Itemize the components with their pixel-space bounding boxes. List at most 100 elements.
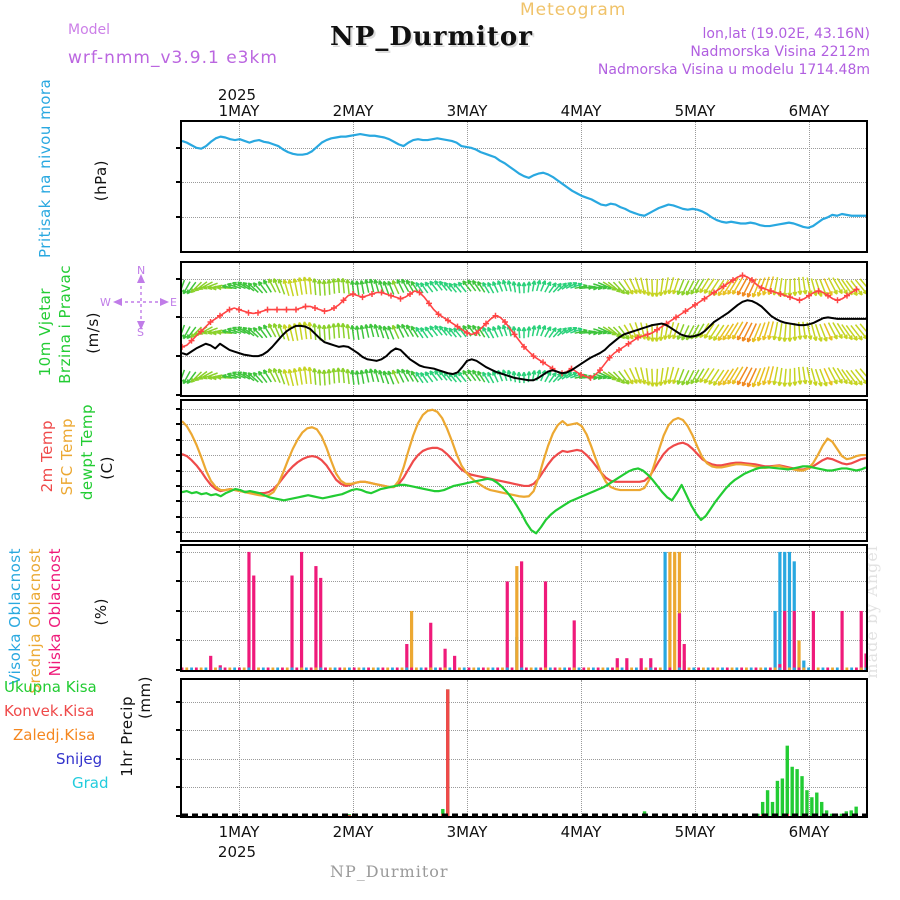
- tickmark-wind-1: [176, 355, 181, 358]
- cloud-bars-visoka-oblacnost: [515, 551, 806, 670]
- axis-bottom-day-4may: 4MAY: [560, 823, 602, 841]
- axis-year-bottom: 2025: [217, 843, 257, 861]
- tickmark-temp-1: [176, 423, 181, 426]
- vgrid-pressure-2: [467, 122, 468, 251]
- vgrid-precip-0: [239, 680, 240, 816]
- precip-label-snow: Snijeg: [56, 750, 103, 768]
- axis-top-day-2may: 2MAY: [332, 102, 374, 120]
- wind-barb-row-1: [182, 321, 866, 343]
- vgrid-cloud-2: [467, 546, 468, 670]
- hgrid-wind-2: [182, 317, 866, 319]
- mslp-line: [182, 132, 866, 229]
- cloud-bars-niska-oblacnost: [209, 551, 866, 670]
- vgrid-cloud-1: [353, 546, 354, 670]
- vgrid-wind-5: [809, 263, 810, 395]
- panel-wind: [180, 261, 868, 397]
- precip-label-convective: Konvek.Kisa: [4, 702, 95, 720]
- tickmark-precip-1: [176, 729, 181, 732]
- lonlat-label: lon,lat (19.02E, 43.16N): [702, 26, 871, 42]
- temp-unit-label: (C): [98, 456, 116, 480]
- tickmark-pressure-1: [176, 181, 181, 184]
- vgrid-cloud-3: [581, 546, 582, 670]
- temp-line-dewpt-temp: [182, 465, 866, 535]
- vgrid-cloud-0: [239, 546, 240, 670]
- precip-label-freezing: Zaledj.Kisa: [13, 726, 96, 744]
- page-title: NP_Durmitor: [330, 22, 533, 52]
- panel-pressure: [180, 120, 868, 253]
- temp-line-2m-temp: [182, 441, 866, 495]
- tickmark-pressure-2: [176, 215, 181, 218]
- temp-label-2m: 2m Temp: [38, 420, 56, 493]
- compass-s-label: S: [137, 326, 144, 339]
- axis-bottom-day-3may: 3MAY: [446, 823, 488, 841]
- wind-gust-line: [182, 272, 860, 381]
- axis-top-day-1may: 1MAY: [218, 102, 260, 120]
- pressure-unit-label: (hPa): [92, 160, 110, 202]
- hgrid-precip-0: [182, 701, 866, 703]
- wind-compass: N S E W: [100, 264, 180, 339]
- cloud-label-low: Niska Oblacnost: [46, 548, 64, 677]
- panel-precip: [180, 678, 868, 818]
- cloud-label-high: Visoka Oblacnost: [6, 548, 24, 685]
- hgrid-temp-1: [182, 424, 866, 426]
- vgrid-precip-2: [467, 680, 468, 816]
- tickmark-temp-2: [176, 438, 181, 441]
- vgrid-pressure-3: [581, 122, 582, 251]
- hgrid-temp-8: [182, 532, 866, 534]
- hgrid-wind-1: [182, 356, 866, 358]
- temp-line-sfc-temp: [182, 408, 866, 498]
- vgrid-cloud-4: [695, 546, 696, 670]
- precip-bars-konvek-kisa: [347, 689, 789, 816]
- precip-plot: [182, 689, 866, 816]
- temp-label-dewpt: dewpt Temp: [78, 404, 96, 501]
- hgrid-temp-0: [182, 408, 866, 410]
- hgrid-cloud-4: [182, 670, 866, 671]
- axis-bottom-day-2may: 2MAY: [332, 823, 374, 841]
- vgrid-precip-1: [353, 680, 354, 816]
- vgrid-temp-3: [581, 401, 582, 540]
- model-elevation-label: Nadmorska Visina u modelu 1714.48m: [597, 62, 870, 78]
- vgrid-temp-5: [809, 401, 810, 540]
- precip-unit-label-1: 1hr Precip: [118, 696, 136, 777]
- precip-label-hail: Grad: [72, 774, 109, 792]
- model-name: wrf-nmm_v3.9.1 e3km: [68, 48, 278, 68]
- cloud-baseline-ticks: [182, 667, 866, 670]
- tickmark-cloud-3: [176, 639, 181, 642]
- tickmark-wind-2: [176, 316, 181, 319]
- panel-cloud: [180, 544, 868, 672]
- tickmark-cloud-4: [176, 669, 181, 671]
- tickmark-precip-3: [176, 786, 181, 789]
- axis-top-day-4may: 4MAY: [560, 102, 602, 120]
- vgrid-pressure-0: [239, 122, 240, 251]
- hgrid-precip-3: [182, 787, 866, 789]
- hgrid-temp-4: [182, 470, 866, 472]
- vgrid-wind-4: [695, 263, 696, 395]
- tickmark-cloud-1: [176, 580, 181, 583]
- hgrid-temp-2: [182, 439, 866, 441]
- vgrid-pressure-1: [353, 122, 354, 251]
- hgrid-pressure-0: [182, 147, 866, 149]
- tickmark-temp-5: [176, 484, 181, 487]
- axis-bottom-day-5may: 5MAY: [674, 823, 716, 841]
- hgrid-temp-6: [182, 501, 866, 503]
- precip-label-total: Ukupna Kisa: [4, 678, 97, 696]
- vgrid-temp-2: [467, 401, 468, 540]
- tickmark-wind-3: [176, 277, 181, 280]
- cloud-plot: [182, 551, 866, 670]
- hgrid-precip-2: [182, 758, 866, 760]
- wind-side-label-1: 10m Vjetar: [36, 288, 54, 377]
- tickmark-wind-0: [176, 394, 181, 396]
- axis-bottom-day-6may: 6MAY: [788, 823, 830, 841]
- hgrid-wind-0: [182, 395, 866, 396]
- tickmark-temp-7: [176, 515, 181, 518]
- tickmark-precip-2: [176, 757, 181, 760]
- tickmark-temp-8: [176, 531, 181, 534]
- axis-bottom-day-1may: 1MAY: [218, 823, 260, 841]
- compass-e-label: E: [170, 296, 177, 309]
- vgrid-wind-2: [467, 263, 468, 395]
- vgrid-precip-4: [695, 680, 696, 816]
- precip-bars-ukupna-kisa: [347, 689, 858, 816]
- hgrid-pressure-1: [182, 182, 866, 184]
- tickmark-precip-4: [176, 815, 181, 817]
- pressure-side-label: Pritisak na nivou mora: [36, 78, 54, 258]
